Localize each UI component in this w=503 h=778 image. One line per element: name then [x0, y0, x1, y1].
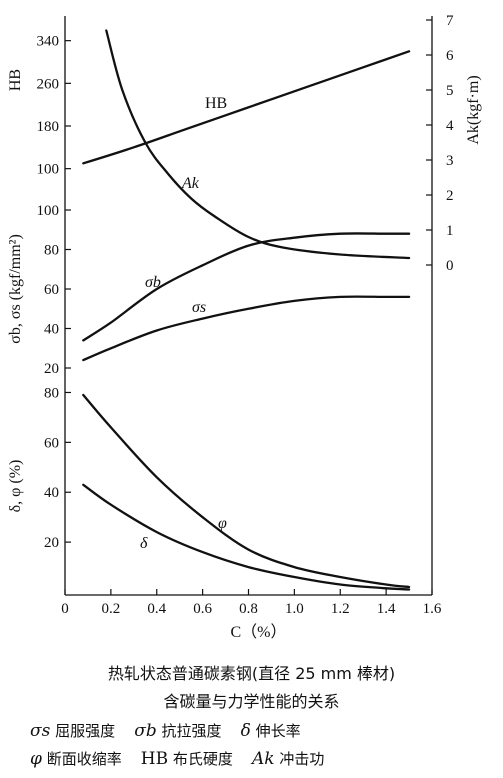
x-tick-label-4: 0.8 [239, 601, 258, 617]
ductility-left-tick-label-3: 80 [44, 385, 59, 401]
hardness-right-tick-label-7: 7 [446, 13, 454, 29]
hardness-right-tick-label-0: 0 [446, 258, 454, 274]
caption-line-1: 热轧状态普通碳素钢(直径 25 mm 棒材) [107, 664, 396, 683]
hardness-left-tick-label-0: 100 [37, 162, 60, 178]
legend-item-sigma-b: σb 抗拉强度 [134, 721, 222, 741]
caption-line-2: 含碳量与力学性能的关系 [163, 692, 340, 711]
series-line-HB [82, 50, 411, 165]
hardness-left-tick-label-1: 180 [37, 119, 60, 135]
legend-item-ak: Ak 冲击功 [251, 749, 325, 769]
curve-label-σb: σb [145, 274, 161, 291]
chart-svg: 0 0.2 0.4 0.6 0.8 1.0 1.2 1.4 1.6C（%）10018026034… [7, 13, 482, 640]
hardness-right-tick-label-2: 2 [446, 188, 454, 204]
strength-left-tick-label-2: 60 [44, 282, 59, 298]
legend-row-2: φ 断面收缩率 HB 布氏硬度 Ak 冲击功 [30, 748, 490, 769]
ductility-left-tick-label-0: 20 [44, 535, 59, 551]
strength-left-tick-label-0: 20 [44, 361, 59, 377]
hardness-right-axis-title: Ak(kgf·m) [465, 75, 482, 144]
legend-item-sigma-s: σs 屈服强度 [30, 721, 116, 741]
legend-item-delta: δ 伸长率 [240, 721, 301, 741]
legend-item-phi: φ 断面收缩率 [30, 749, 122, 769]
hardness-left-tick-label-3: 340 [37, 34, 60, 50]
hardness-right-tick-label-6: 6 [446, 48, 454, 64]
series-line-δ [82, 483, 411, 591]
hardness-left-tick-label-2: 260 [37, 76, 60, 92]
hardness-right-tick-label-4: 4 [446, 118, 454, 134]
hardness-right-tick-label-1: 1 [446, 223, 454, 239]
x-tick-label-3: 0.6 [193, 601, 212, 617]
x-tick-label-1: 0.2 [102, 601, 121, 617]
legend-item-hb: HB 布氏硬度 [140, 749, 233, 769]
x-tick-label-6: 1.2 [331, 601, 350, 617]
legend-row-1: σs 屈服强度 σb 抗拉强度 δ 伸长率 [30, 720, 490, 741]
curve-label-Ak: Ak [181, 175, 200, 192]
ductility-left-tick-label-2: 60 [44, 435, 59, 451]
strength-left-tick-label-3: 80 [44, 243, 59, 259]
curve-label-σs: σs [192, 299, 206, 316]
x-tick-label-8: 1.6 [423, 601, 442, 617]
curve-label-HB: HB [205, 95, 227, 112]
x-tick-label-7: 1.4 [377, 601, 396, 617]
series-line-σs [82, 295, 411, 362]
hardness-right-tick-label-3: 3 [446, 153, 454, 169]
series-line-Ak [105, 29, 411, 260]
strength-left-axis-title: σb, σs (kgf/mm²) [7, 234, 24, 344]
series-line-σb [82, 232, 411, 342]
x-axis-title: C（%） [230, 623, 286, 640]
x-tick-label-5: 1.0 [285, 601, 304, 617]
ductility-left-tick-label-1: 40 [44, 485, 59, 501]
strength-left-tick-label-1: 40 [44, 322, 59, 338]
curve-label-δ: δ [140, 535, 148, 552]
ductility-left-axis-title: δ, φ (%) [7, 460, 24, 513]
hardness-right-tick-label-5: 5 [446, 83, 454, 99]
x-tick-label-0: 0 [61, 601, 69, 617]
curve-label-φ: φ [218, 515, 227, 532]
hardness-left-axis-title: HB [7, 69, 24, 91]
x-tick-label-2: 0.4 [147, 601, 166, 617]
series-line-φ [82, 393, 411, 589]
strength-left-tick-label-4: 100 [37, 203, 60, 219]
